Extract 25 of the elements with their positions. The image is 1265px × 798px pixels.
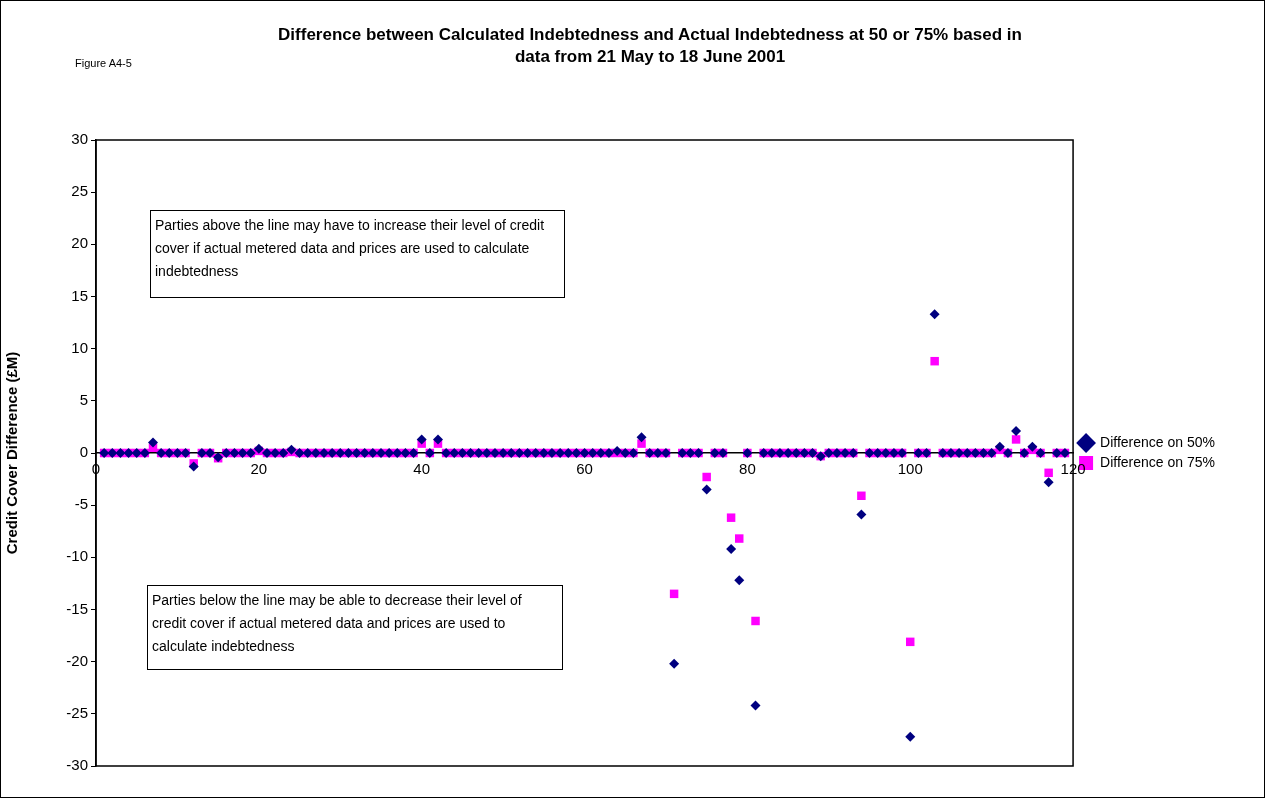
y-tick-label: 25 — [71, 182, 88, 200]
y-tick-label: 5 — [79, 390, 88, 408]
y-tick-label: -5 — [74, 495, 88, 513]
x-tick-label: 20 — [250, 460, 268, 478]
y-tick-label: 30 — [71, 130, 88, 148]
x-tick-label: 100 — [897, 460, 923, 478]
legend-label: Difference on 50% — [1100, 433, 1216, 450]
x-tick-label: 40 — [413, 460, 431, 478]
y-axis-title: Credit Cover Difference (£M) — [3, 351, 21, 555]
y-tick-label: -10 — [66, 547, 88, 565]
y-tick-label: -20 — [66, 651, 88, 669]
x-tick-label: 80 — [739, 460, 756, 478]
y-tick-label: 15 — [71, 286, 88, 304]
y-tick-label: 10 — [71, 338, 88, 356]
legend-label: Difference on 75% — [1100, 453, 1216, 470]
x-tick-label: 60 — [576, 460, 593, 478]
y-tick-label: -15 — [66, 599, 88, 617]
annotation: Parties below the line may be able to decrease their level of credit cover if actual metered data and prices are used to calculate indebtedness — [147, 585, 563, 670]
chart-title: Difference between Calculated Indebtedness and Actual Indebtedness at 50 or 75% based in data from 21 May to 18 June 2001 — [277, 24, 1023, 68]
y-tick-label: -25 — [66, 703, 88, 721]
caption: Figure A4-5 — [75, 56, 132, 71]
annotation: Parties above the line may have to increase their level of credit cover if actual metered data and prices are used to calculate indebtedness — [150, 210, 565, 298]
y-tick-label: -30 — [66, 756, 88, 774]
y-tick-label: 20 — [71, 234, 88, 252]
y-tick-label: 0 — [79, 443, 88, 461]
